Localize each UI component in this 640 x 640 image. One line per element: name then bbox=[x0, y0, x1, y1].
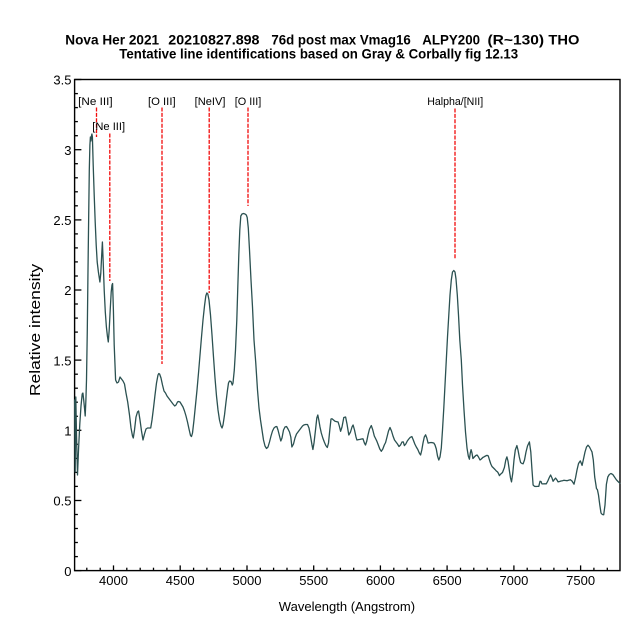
svg-text:5500: 5500 bbox=[299, 573, 328, 588]
svg-text:Tentative line identifications: Tentative line identifications based on … bbox=[119, 46, 518, 62]
svg-text:3.5: 3.5 bbox=[53, 73, 71, 88]
svg-text:7000: 7000 bbox=[499, 573, 528, 588]
svg-text:1: 1 bbox=[64, 424, 71, 439]
svg-text:Nova Her 2021: Nova Her 2021 bbox=[65, 31, 159, 47]
svg-text:[Ne III]: [Ne III] bbox=[78, 96, 112, 108]
svg-text:ALPY200: ALPY200 bbox=[422, 31, 480, 47]
svg-text:3: 3 bbox=[64, 143, 71, 158]
svg-text:Relative intensity: Relative intensity bbox=[27, 263, 44, 396]
svg-text:76d post max Vmag16: 76d post max Vmag16 bbox=[271, 31, 411, 47]
svg-text:[NeIV]: [NeIV] bbox=[195, 96, 226, 108]
svg-text:2: 2 bbox=[64, 283, 71, 298]
svg-text:4000: 4000 bbox=[99, 573, 128, 588]
svg-text:20210827.898: 20210827.898 bbox=[168, 31, 259, 47]
svg-text:1.5: 1.5 bbox=[53, 353, 71, 368]
svg-text:[O III]: [O III] bbox=[235, 96, 262, 108]
svg-text:0: 0 bbox=[64, 564, 71, 579]
svg-text:6500: 6500 bbox=[433, 573, 462, 588]
svg-text:(R~130): (R~130) bbox=[488, 31, 545, 47]
svg-text:7500: 7500 bbox=[566, 573, 595, 588]
svg-text:Halpha/[NII]: Halpha/[NII] bbox=[427, 96, 483, 108]
svg-text:6000: 6000 bbox=[366, 573, 395, 588]
svg-text:4500: 4500 bbox=[166, 573, 195, 588]
svg-text:[Ne III]: [Ne III] bbox=[92, 121, 125, 133]
svg-text:2.5: 2.5 bbox=[53, 213, 71, 228]
svg-text:5000: 5000 bbox=[233, 573, 262, 588]
svg-text:THO: THO bbox=[548, 31, 579, 47]
svg-text:Wavelength (Angstrom): Wavelength (Angstrom) bbox=[279, 599, 415, 614]
svg-text:[O III]: [O III] bbox=[148, 96, 176, 108]
svg-text:0.5: 0.5 bbox=[53, 494, 71, 509]
